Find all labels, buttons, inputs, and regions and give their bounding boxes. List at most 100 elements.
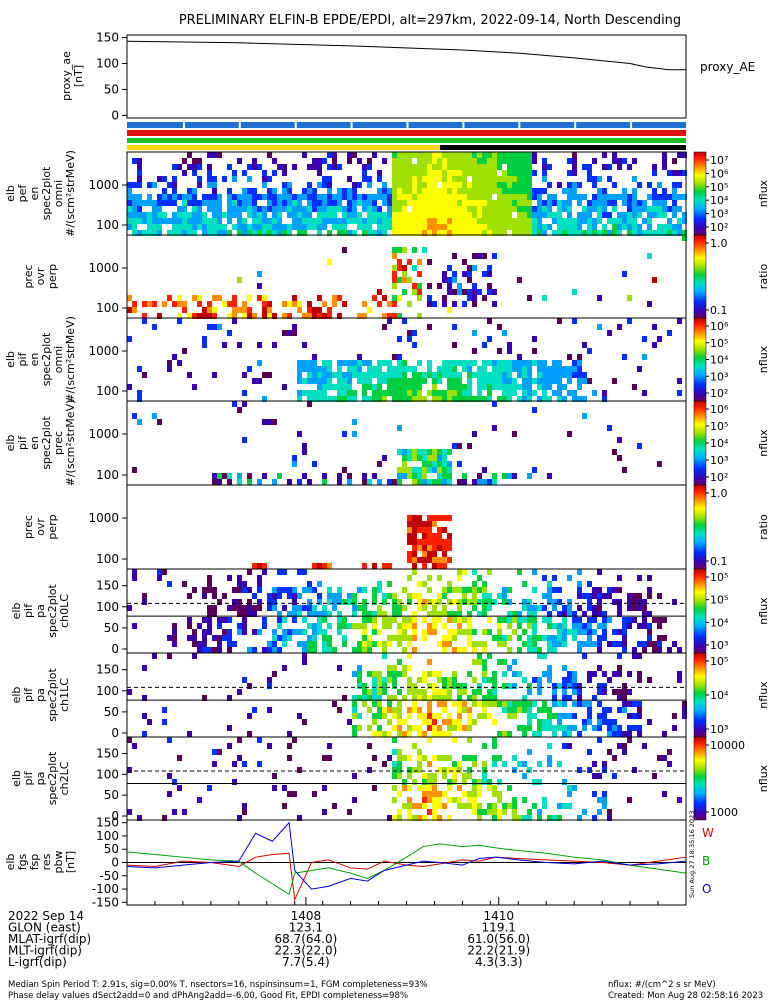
spectrogram-cell bbox=[447, 360, 452, 366]
spectrogram-cell bbox=[367, 218, 372, 224]
spectrogram-cell bbox=[257, 378, 262, 384]
magnetometer-ytick-label: 50 bbox=[104, 842, 119, 856]
spectrogram-cell bbox=[417, 731, 422, 737]
spectrogram-cell bbox=[567, 170, 572, 176]
spectrogram-cell bbox=[442, 611, 447, 617]
spectrogram-cell bbox=[452, 599, 457, 605]
spectrogram-cell bbox=[502, 230, 507, 236]
spectrogram-cell bbox=[517, 647, 522, 653]
spectrogram-cell bbox=[662, 206, 667, 212]
spectrogram-cell bbox=[257, 599, 262, 605]
spectrogram-cell bbox=[432, 809, 437, 815]
spectrogram-cell bbox=[587, 719, 592, 725]
spectrogram-cell bbox=[427, 725, 432, 731]
spectrogram-cell bbox=[177, 218, 182, 224]
spectrogram-cell bbox=[402, 779, 407, 785]
spectrogram-cell bbox=[397, 265, 402, 271]
spectrogram-cell bbox=[402, 803, 407, 809]
spectrogram-cell bbox=[422, 755, 427, 761]
spectrogram-cell bbox=[342, 378, 347, 384]
spectrogram-cell bbox=[572, 683, 577, 689]
spectrogram-cell bbox=[282, 230, 287, 236]
spectrogram-cell bbox=[342, 230, 347, 236]
spectrogram-cell bbox=[392, 378, 397, 384]
spectrogram-cell bbox=[497, 617, 502, 623]
spectrogram-cell bbox=[262, 569, 267, 575]
spectrogram-cell bbox=[427, 707, 432, 713]
spectrogram-cell bbox=[337, 587, 342, 593]
spectrogram-cell bbox=[392, 206, 397, 212]
spectrogram-cell bbox=[377, 725, 382, 731]
spectrogram-cell bbox=[127, 212, 132, 218]
spectrogram-cell bbox=[552, 587, 557, 593]
spectrogram-cell bbox=[612, 224, 617, 230]
spectrogram-cell bbox=[372, 713, 377, 719]
spectrogram-cell bbox=[602, 617, 607, 623]
spectrogram-cell bbox=[307, 479, 312, 485]
spectrogram-cell bbox=[537, 761, 542, 767]
spectrogram-cell bbox=[642, 647, 647, 653]
spectrogram-cell bbox=[362, 623, 367, 629]
proxy-ae-line bbox=[126, 40, 686, 71]
magnetometer-ylabel-line: elb bbox=[4, 854, 17, 871]
spectrogram-cell bbox=[342, 384, 347, 390]
spectrogram-cell bbox=[602, 206, 607, 212]
spectrogram-cell bbox=[372, 623, 377, 629]
spectrogram-cell bbox=[287, 755, 292, 761]
spectrogram-cell bbox=[307, 307, 312, 313]
spectrogram-cell bbox=[427, 611, 432, 617]
spectrogram-cell bbox=[437, 671, 442, 677]
spectrogram-cell bbox=[512, 755, 517, 761]
spectrogram-cell bbox=[482, 629, 487, 635]
spectrogram-ylabel-line: elb bbox=[10, 687, 23, 704]
spectrogram-cell bbox=[577, 182, 582, 188]
spectrogram-cell bbox=[432, 713, 437, 719]
spectrogram-cell bbox=[327, 194, 332, 200]
spectrogram-cell bbox=[197, 176, 202, 182]
spectrogram-cell bbox=[512, 473, 517, 479]
spectrogram-ylabel-line: spec2plot bbox=[46, 668, 59, 722]
spectrogram-ylabel-line: pa bbox=[34, 688, 47, 702]
spectrogram-cell bbox=[202, 629, 207, 635]
spectrogram-cell bbox=[147, 212, 152, 218]
spectrogram-cell bbox=[267, 188, 272, 194]
spectrogram-cell bbox=[357, 713, 362, 719]
spectrogram-cell bbox=[237, 218, 242, 224]
spectrogram-cell bbox=[137, 176, 142, 182]
spectrogram-cell bbox=[462, 158, 467, 164]
spectrogram-cell bbox=[137, 206, 142, 212]
spectrogram-cell bbox=[212, 647, 217, 653]
spectrogram-cell bbox=[422, 779, 427, 785]
spectrogram-cell bbox=[502, 593, 507, 599]
spectrogram-cell bbox=[582, 593, 587, 599]
spectrogram-cell bbox=[652, 212, 657, 218]
xaxis-row-label: L-igrf(dip) bbox=[8, 955, 67, 969]
magnetometer-series-B bbox=[126, 843, 687, 896]
spectrogram-cell bbox=[387, 719, 392, 725]
spectrogram-cell bbox=[427, 575, 432, 581]
colorbar-strip bbox=[693, 234, 707, 319]
spectrogram-cell bbox=[472, 809, 477, 815]
spectrogram-cell bbox=[367, 206, 372, 212]
spectrogram-cell bbox=[657, 212, 662, 218]
spectrogram-ylabel-line: elb bbox=[4, 185, 17, 202]
spectrogram-cell bbox=[197, 200, 202, 206]
spectrogram-cell bbox=[522, 164, 527, 170]
spectrogram-cell bbox=[547, 623, 552, 629]
spectrogram-cell bbox=[377, 701, 382, 707]
spectrogram-cell bbox=[497, 779, 502, 785]
spectrogram-cell bbox=[672, 188, 677, 194]
spectrogram-cell bbox=[347, 809, 352, 815]
spectrogram-cell bbox=[232, 641, 237, 647]
spectrogram-ylabel-line: #/(scm²strMeV) bbox=[64, 150, 77, 237]
spectrogram-cell bbox=[537, 372, 542, 378]
spectrogram-cell bbox=[212, 587, 217, 593]
spectrogram-cell bbox=[317, 206, 322, 212]
spectrogram-ytick-label: 150 bbox=[96, 663, 119, 677]
spectrogram-cell bbox=[387, 695, 392, 701]
spectrogram-cell bbox=[492, 599, 497, 605]
spectrogram-cell bbox=[637, 701, 642, 707]
spectrogram-cell bbox=[547, 194, 552, 200]
spectrogram-cell bbox=[457, 713, 462, 719]
spectrogram-cell bbox=[342, 599, 347, 605]
